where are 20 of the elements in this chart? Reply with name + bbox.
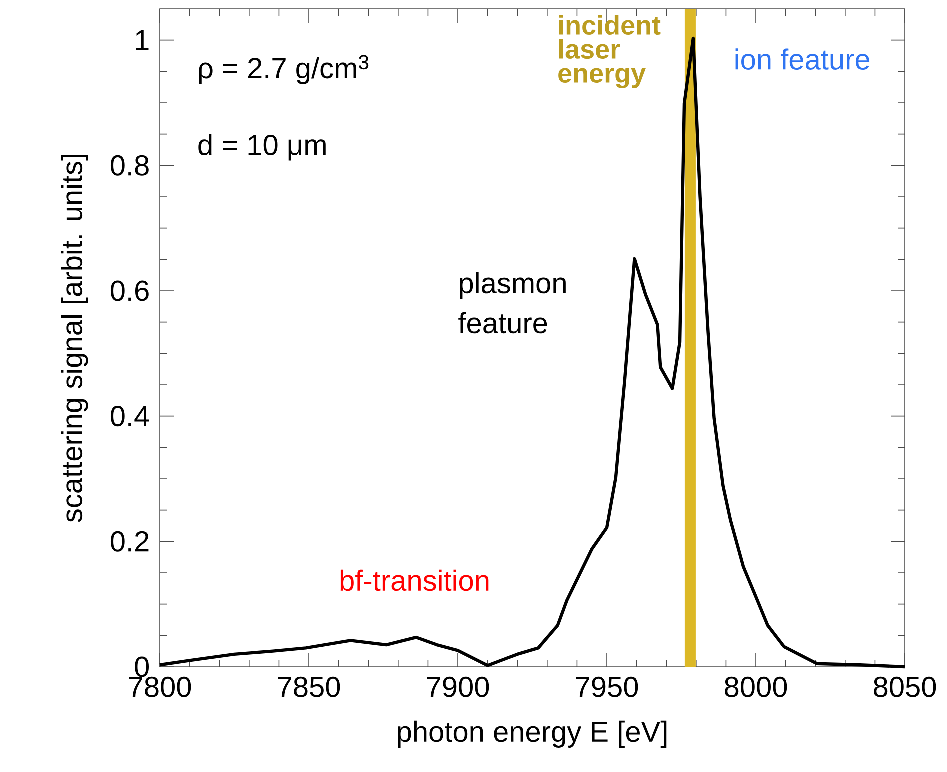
x-tick-label: 7950 [576,676,638,698]
annotation: ion feature [736,48,870,70]
x-tick-label: 7900 [427,676,490,698]
y-tick-label: 0.4 [110,406,150,427]
y-tick-label: 0 [135,656,150,678]
x-tick-label: 8000 [725,676,788,698]
y-tick-label: 0.2 [110,531,149,552]
annotation: ρ = 2.7 g/cm$^{3}$ [199,55,369,84]
y-tick-label: 0.6 [110,280,149,302]
y-axis-title: scattering signal [arbit. units] [61,155,88,522]
annotation: bf-transition [340,570,489,592]
x-tick-label: 7800 [129,676,192,698]
annotation: plasmon feature [458,272,566,334]
ref-line-label: incident laser energy [558,15,661,88]
y-tick-label: 1 [136,30,149,50]
annotation: d = 10 μm [198,134,326,161]
x-tick-label: 8050 [874,676,936,698]
y-tick-label: 0.8 [110,155,149,176]
x-axis-title: photon energy E [eV] [398,720,667,748]
x-tick-label: 7850 [278,676,340,698]
